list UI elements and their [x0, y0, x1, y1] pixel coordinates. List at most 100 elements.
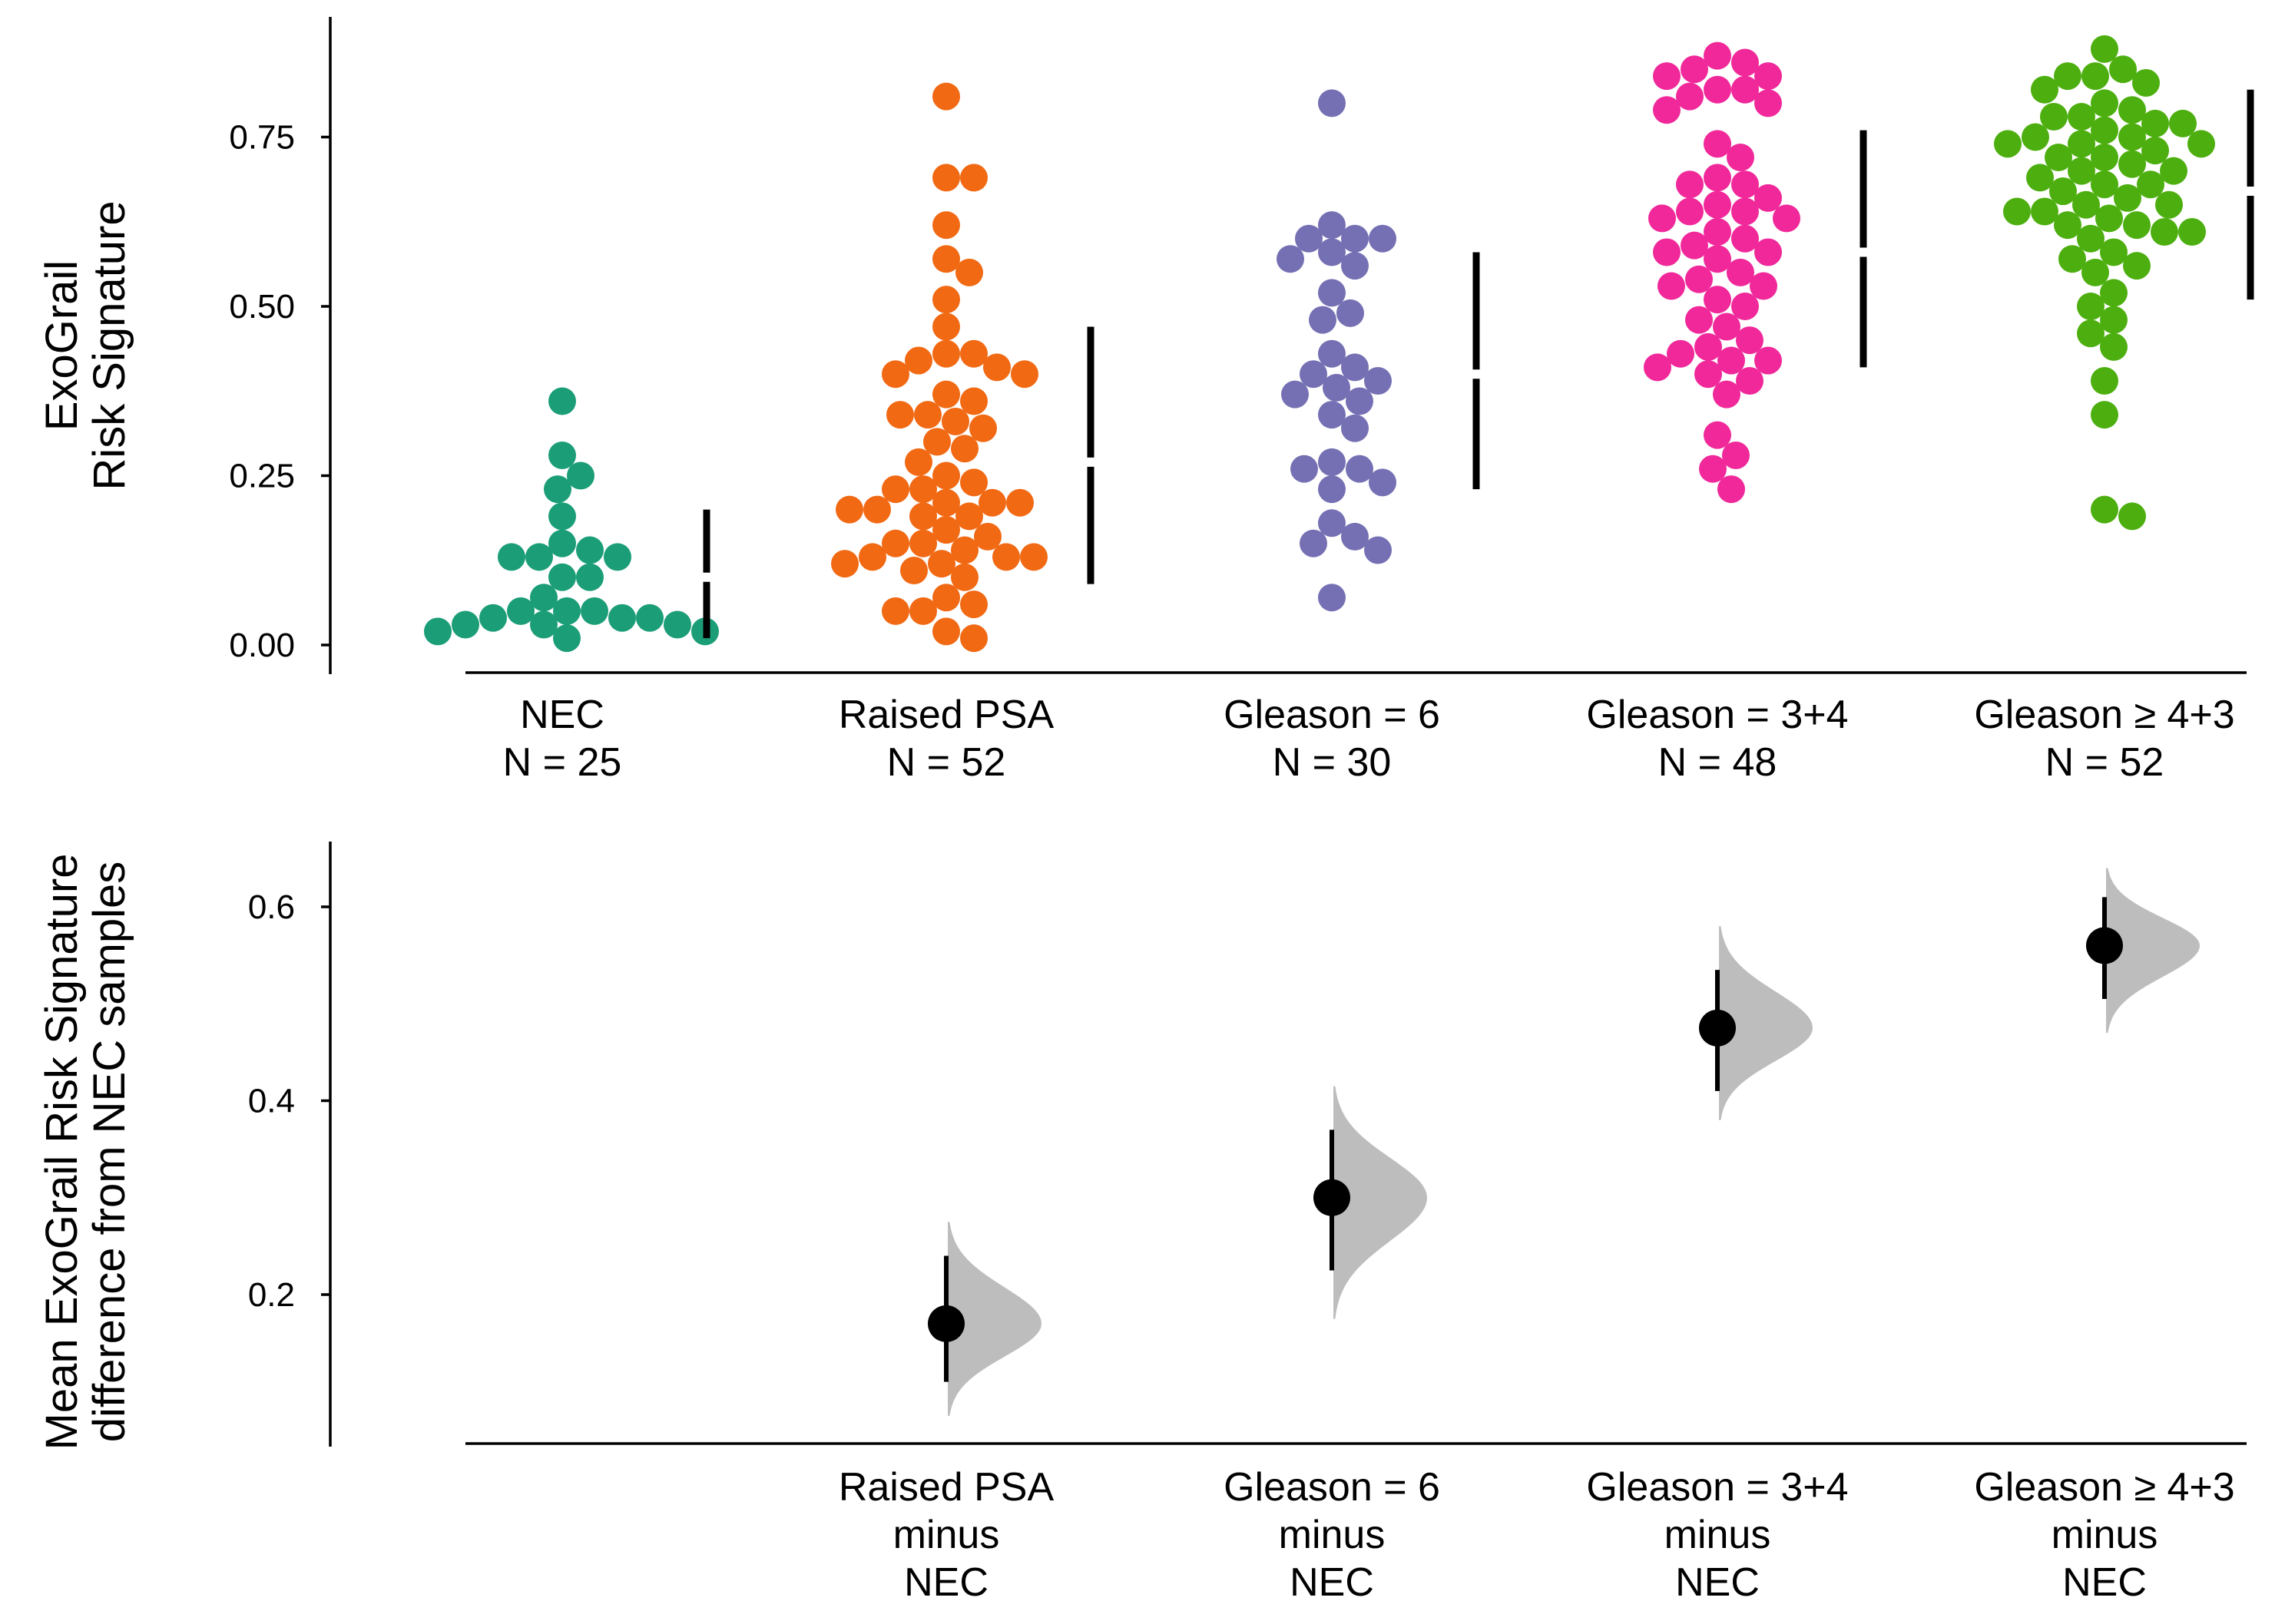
swarm-point	[2091, 495, 2118, 524]
swarm-point	[1681, 231, 1708, 260]
swarm-point	[951, 435, 979, 463]
swarm-point	[2100, 332, 2128, 361]
swarm-point	[2137, 170, 2164, 199]
swarm-point	[2072, 190, 2100, 219]
swarm-point	[942, 407, 969, 435]
swarm-point	[636, 604, 664, 632]
group-n-label: N = 30	[1273, 740, 1392, 785]
comparison-label-line: minus	[1279, 1513, 1386, 1557]
group-n-label: N = 48	[1658, 740, 1777, 785]
swarm-point	[1653, 62, 1681, 91]
swarm-point	[882, 597, 909, 625]
swarm-point	[1667, 339, 1694, 368]
comparison-label-line: Gleason ≥ 4+3	[1974, 1465, 2234, 1510]
swarm-point	[859, 543, 886, 571]
swarm-point	[932, 164, 960, 192]
swarm-point	[2091, 35, 2118, 63]
swarm-point	[2151, 217, 2178, 246]
swarm-point	[1300, 360, 1327, 389]
swarm-point	[1704, 130, 1731, 158]
swarm-point	[1341, 224, 1369, 253]
top-y-tick-label: 0.00	[229, 627, 295, 664]
swarm-point	[979, 488, 1006, 517]
swarm-point	[1681, 55, 1708, 84]
top-swarm-points	[424, 35, 2215, 653]
swarm-point	[886, 401, 914, 429]
swarm-point	[831, 550, 859, 578]
comparison-label-line: minus	[1664, 1513, 1771, 1557]
bottom-y-axis-title: Mean ExoGrail Risk Signaturedifference f…	[37, 854, 134, 1450]
swarm-point	[2100, 238, 2128, 266]
swarm-point	[1318, 339, 1346, 368]
group-n-label: N = 25	[503, 740, 622, 785]
swarm-point	[567, 461, 594, 490]
swarm-point	[1364, 367, 1392, 395]
swarm-point	[507, 597, 535, 625]
swarm-point	[2091, 170, 2118, 199]
swarm-point	[1731, 170, 1759, 199]
swarm-point	[2058, 245, 2086, 273]
bootstrap-distributions	[948, 868, 2200, 1416]
mean-difference-point	[1313, 1179, 1350, 1216]
swarm-point	[2068, 130, 2095, 158]
mean-difference-point	[1699, 1009, 1736, 1047]
bottom-y-tick-label: 0.2	[248, 1276, 295, 1314]
swarm-point	[1731, 224, 1759, 253]
swarm-point	[1754, 346, 1782, 375]
swarm-point	[525, 543, 553, 571]
swarm-point	[1318, 279, 1346, 307]
swarm-point	[2141, 109, 2169, 137]
swarm-point	[424, 617, 452, 646]
swarm-point	[2118, 123, 2146, 151]
swarm-point	[1704, 190, 1731, 219]
swarm-point	[932, 245, 960, 273]
swarm-point	[1704, 41, 1731, 70]
swarm-point	[604, 543, 631, 571]
swarm-point	[932, 461, 960, 490]
swarm-point	[960, 590, 988, 619]
swarm-point	[2132, 68, 2160, 97]
swarm-point	[1020, 543, 1048, 571]
bootstrap-distribution	[1719, 926, 1813, 1120]
swarm-point	[2091, 116, 2118, 144]
swarm-point	[1369, 468, 1396, 497]
swarm-point	[2049, 177, 2077, 206]
swarm-point	[955, 258, 983, 286]
swarm-point	[1341, 522, 1369, 551]
swarm-point	[992, 543, 1020, 571]
swarm-point	[1704, 75, 1731, 104]
swarm-point	[960, 387, 988, 415]
swarm-point	[1704, 217, 1731, 246]
top-y-ticks: 0.00 0.25 0.50 0.75	[229, 119, 330, 664]
swarm-point	[2091, 89, 2118, 117]
swarm-point	[1699, 455, 1727, 483]
swarm-point	[1773, 204, 1800, 233]
swarm-point	[1318, 448, 1346, 476]
swarm-point	[960, 339, 988, 368]
swarm-point	[1006, 488, 1034, 517]
swarm-point	[2081, 258, 2109, 286]
swarm-point	[1722, 442, 1750, 470]
swarm-point	[1341, 252, 1369, 280]
swarm-point	[2160, 157, 2187, 185]
swarm-point	[863, 495, 891, 524]
swarm-point	[960, 468, 988, 497]
swarm-point	[1346, 387, 1373, 415]
swarm-point	[2003, 197, 2031, 226]
swarm-point	[836, 495, 863, 524]
comparison-label-line: NEC	[2062, 1560, 2147, 1605]
comparison-label-line: minus	[893, 1513, 1000, 1557]
swarm-point	[1364, 536, 1392, 564]
swarm-point	[2118, 502, 2146, 531]
swarm-point	[2118, 150, 2146, 178]
comparison-label-line: minus	[2052, 1513, 2158, 1557]
swarm-point	[1657, 272, 1685, 300]
swarm-point	[909, 475, 937, 504]
swarm-point	[1704, 421, 1731, 449]
mean-difference-point	[2086, 927, 2123, 964]
swarm-point	[2045, 143, 2072, 171]
swarm-point	[1704, 164, 1731, 192]
